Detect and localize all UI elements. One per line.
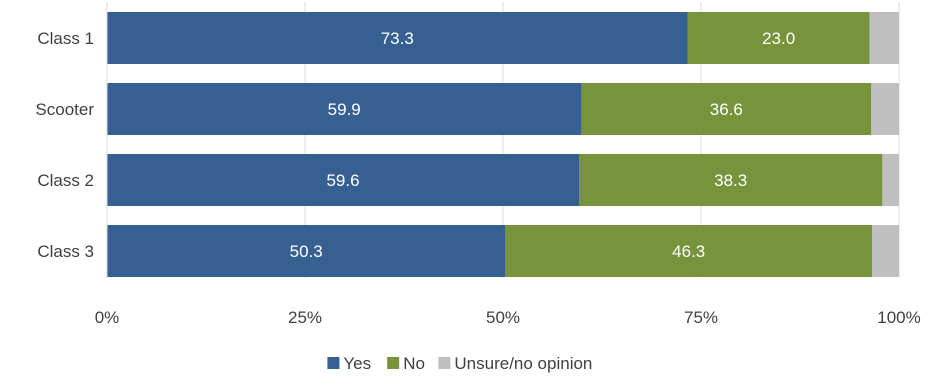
x-tick-label-25pct: 25%	[288, 308, 322, 327]
bar-unsure-no-opinion-class-3	[872, 225, 899, 277]
data-label-no-scooter: 36.6	[710, 100, 743, 119]
bar-yes-scooter	[107, 83, 582, 135]
category-label-class-3: Class 3	[37, 242, 94, 261]
bars	[107, 12, 899, 277]
bar-no-class-1	[687, 12, 870, 64]
bar-yes-class-3	[107, 225, 506, 277]
data-label-yes-class-1: 73.3	[381, 29, 414, 48]
bar-no-class-2	[579, 154, 883, 206]
legend-swatch-no	[387, 357, 400, 369]
bar-unsure-no-opinion-class-1	[869, 12, 899, 64]
data-label-no-class-1: 23.0	[762, 29, 795, 48]
category-label-scooter: Scooter	[35, 100, 94, 119]
bar-yes-class-2	[107, 154, 580, 206]
legend: Yes No Unsure/no opinion	[327, 354, 592, 373]
legend-label-no: No	[403, 354, 425, 373]
bar-no-class-3	[505, 225, 873, 277]
data-label-no-class-3: 46.3	[672, 242, 705, 261]
x-tick-label-100pct: 100%	[877, 308, 920, 327]
data-label-yes-scooter: 59.9	[328, 100, 361, 119]
data-labels: 73.3 23.0 59.9 36.6 59.6 38.3 50.3 46.3	[290, 29, 796, 261]
legend-swatch-yes	[327, 357, 340, 369]
x-tick-label-50pct: 50%	[486, 308, 520, 327]
bar-unsure-no-opinion-scooter	[871, 83, 899, 135]
bar-yes-class-1	[107, 12, 688, 64]
data-label-yes-class-2: 59.6	[326, 171, 359, 190]
legend-label-yes: Yes	[343, 354, 371, 373]
x-tick-label-75pct: 75%	[684, 308, 718, 327]
category-label-class-1: Class 1	[37, 29, 94, 48]
bar-no-scooter	[581, 83, 872, 135]
data-label-no-class-2: 38.3	[714, 171, 747, 190]
category-label-class-2: Class 2	[37, 171, 94, 190]
legend-swatch-unsure-no-opinion	[438, 357, 451, 369]
axes: Class 1 Scooter Class 2 Class 3 0% 25% 50% 75% 1…	[35, 2, 921, 327]
bar-unsure-no-opinion-class-2	[882, 154, 899, 206]
x-tick-label-0pct: 0%	[95, 308, 120, 327]
data-label-yes-class-3: 50.3	[290, 242, 323, 261]
legend-label-unsure-no-opinion: Unsure/no opinion	[454, 354, 592, 373]
